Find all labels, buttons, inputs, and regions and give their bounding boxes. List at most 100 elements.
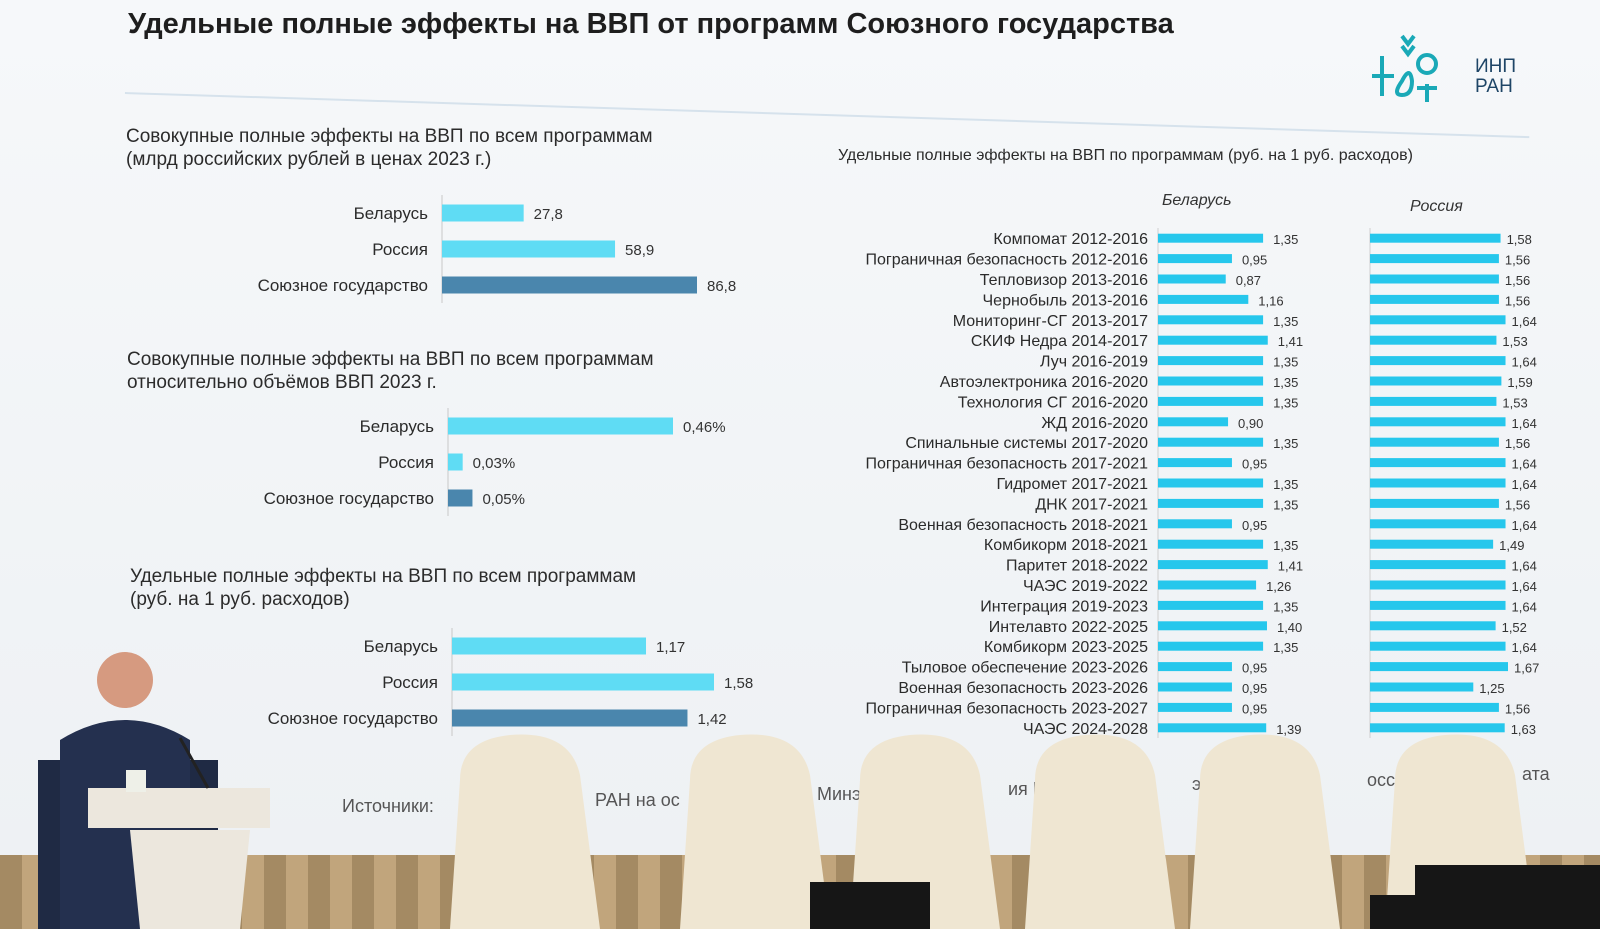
bar-russia	[1370, 723, 1505, 733]
program-label: Пограничная безопасность 2017-2021	[866, 456, 1149, 473]
bar-belarus	[1158, 662, 1232, 672]
bar-belarus	[1158, 254, 1232, 264]
value-label-russia: 1,64	[1512, 559, 1537, 574]
bar-belarus	[1158, 539, 1264, 549]
bar	[442, 240, 616, 258]
bar-belarus	[1158, 621, 1267, 631]
value-label-belarus: 1,40	[1277, 620, 1302, 635]
value-label: 1,58	[724, 675, 753, 692]
value-label-russia: 1,52	[1502, 620, 1527, 635]
bar	[448, 417, 673, 435]
chart2-title: Совокупные полные эффекты на ВВП по всем…	[127, 349, 654, 393]
bar-belarus	[1158, 682, 1232, 692]
program-label: ДНК 2017-2021	[1035, 496, 1148, 513]
bar-belarus	[1158, 478, 1264, 488]
value-label-belarus: 1,41	[1278, 559, 1303, 574]
bar-belarus	[1158, 723, 1267, 733]
sources-fragment: ата	[1522, 764, 1551, 784]
bar-russia	[1370, 315, 1506, 325]
value-label: 27,8	[534, 206, 563, 223]
value-label: 0,46%	[683, 419, 726, 436]
bar-russia	[1370, 702, 1499, 712]
bar-belarus	[1158, 294, 1249, 304]
category-label: Россия	[378, 453, 434, 472]
bar	[442, 204, 524, 222]
sources-fragment: РАН на ос	[595, 790, 680, 810]
value-label-russia: 1,56	[1505, 293, 1530, 308]
program-label: Тепловизор 2013-2016	[980, 272, 1148, 289]
bar-belarus	[1158, 233, 1264, 243]
program-label: Компомат 2012-2016	[993, 231, 1148, 248]
bar-russia	[1370, 233, 1501, 243]
value-label-belarus: 0,95	[1242, 701, 1267, 716]
bar-belarus	[1158, 437, 1264, 447]
category-label: Беларусь	[354, 204, 428, 223]
program-label: Интеграция 2019-2023	[980, 598, 1148, 615]
value-label-russia: 1,56	[1505, 273, 1530, 288]
bar-russia	[1370, 396, 1497, 406]
value-label-belarus: 1,35	[1273, 395, 1298, 410]
program-label: Пограничная безопасность 2023-2027	[866, 700, 1149, 717]
bar-russia	[1370, 254, 1499, 264]
value-label-russia: 1,25	[1479, 681, 1504, 696]
value-label-russia: 1,64	[1512, 477, 1537, 492]
value-label-belarus: 1,35	[1273, 477, 1298, 492]
bar-belarus	[1158, 580, 1257, 590]
value-label-belarus: 1,35	[1273, 497, 1298, 512]
value-label-russia: 1,67	[1514, 661, 1539, 676]
sources-fragment: Минэ	[817, 784, 861, 804]
bar-russia	[1370, 478, 1506, 488]
value-label-belarus: 0,95	[1242, 457, 1267, 472]
program-label: Гидромет 2017-2021	[997, 476, 1149, 493]
value-label-russia: 1,64	[1512, 579, 1537, 594]
value-label-belarus: 1,35	[1273, 599, 1298, 614]
program-label: Комбикорм 2023-2025	[984, 639, 1148, 656]
bar-russia	[1370, 519, 1506, 529]
value-label-russia: 1,63	[1511, 722, 1536, 737]
bar-belarus	[1158, 376, 1264, 386]
chart-programs: Компомат 2012-2016 1,35 1,58 Пограничная бе…	[866, 228, 1539, 738]
bar-belarus	[1158, 641, 1264, 651]
bar-belarus	[1158, 396, 1264, 406]
value-label-belarus: 1,26	[1266, 579, 1291, 594]
logo-text-inp: ИНП	[1475, 56, 1517, 77]
bar	[448, 489, 473, 507]
bar-russia	[1370, 560, 1506, 570]
value-label-belarus: 1,35	[1273, 538, 1298, 553]
value-label-russia: 1,64	[1512, 640, 1537, 655]
bar-russia	[1370, 376, 1502, 386]
value-label-russia: 1,64	[1512, 355, 1537, 370]
value-label-belarus: 1,35	[1273, 375, 1298, 390]
bar-belarus	[1158, 417, 1229, 427]
sources-fragment: Источники:	[342, 796, 434, 816]
bar-russia	[1370, 621, 1496, 631]
category-label: Россия	[372, 240, 428, 259]
category-label: Беларусь	[360, 417, 434, 436]
bar-russia	[1370, 498, 1499, 508]
category-label: Беларусь	[364, 637, 438, 656]
value-label: 58,9	[625, 242, 654, 259]
value-label-belarus: 1,35	[1273, 436, 1298, 451]
value-label-russia: 1,53	[1502, 334, 1527, 349]
value-label: 86,8	[707, 278, 736, 295]
bar-russia	[1370, 294, 1499, 304]
value-label-russia: 1,64	[1512, 457, 1537, 472]
bar	[452, 709, 688, 727]
bar	[448, 453, 463, 471]
bar	[452, 637, 647, 655]
speaker-podium	[38, 652, 1600, 929]
value-label-belarus: 0,87	[1236, 273, 1261, 288]
value-label-belarus: 0,95	[1242, 518, 1267, 533]
bar-russia	[1370, 600, 1506, 610]
chart-total-effects: Беларусь 27,8 Россия 58,9 Союзное государств…	[258, 195, 736, 303]
category-label: Россия	[382, 673, 438, 692]
value-label-russia: 1,64	[1512, 416, 1537, 431]
value-label-russia: 1,59	[1507, 375, 1532, 390]
value-label-belarus: 1,35	[1273, 314, 1298, 329]
program-label: Военная безопасность 2023-2026	[898, 680, 1148, 697]
program-label: Технология СГ 2016-2020	[958, 394, 1148, 411]
program-label: Комбикорм 2018-2021	[984, 537, 1148, 554]
program-label: Военная безопасность 2018-2021	[898, 517, 1148, 534]
value-label-belarus: 1,35	[1273, 232, 1298, 247]
slide-title: Удельные полные эффекты на ВВП от програ…	[128, 8, 1174, 40]
